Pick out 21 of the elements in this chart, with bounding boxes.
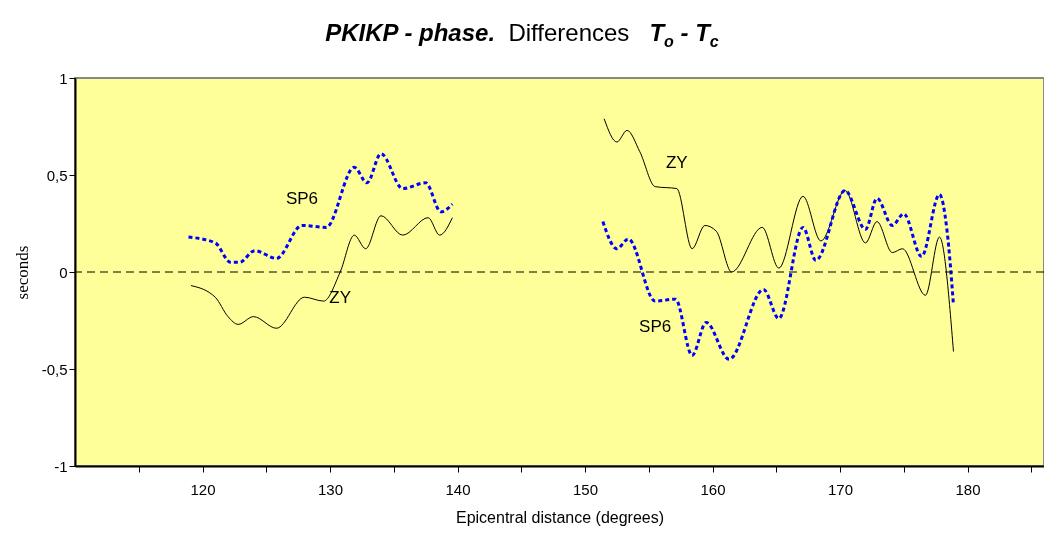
line-series [186, 152, 454, 264]
x-tick-label: 140 [445, 480, 471, 498]
line-series [601, 189, 955, 361]
y-axis-title: seconds [12, 245, 32, 300]
y-tick-label: 0 [59, 263, 68, 281]
x-tick-label: 170 [827, 480, 854, 498]
x-tick-label: 180 [955, 480, 981, 498]
x-axis-title: Epicentral distance (degrees) [455, 508, 665, 526]
x-tick-label: 160 [700, 480, 726, 498]
series-label: SP6 [639, 317, 672, 337]
series-label: ZY [665, 152, 688, 172]
y-tick-label: 1 [59, 69, 68, 87]
chart-title: PKIKP - phase. Differences T$_{o}$ - T$_{c}$ [325, 19, 719, 50]
y-tick-label: -0,5 [41, 360, 68, 378]
x-tick-label: 150 [572, 480, 599, 498]
y-tick-label: -1 [54, 457, 68, 475]
series-label: SP6 [285, 189, 319, 209]
series-label: ZY [329, 288, 352, 307]
x-tick-label: 130 [317, 480, 344, 498]
x-tick-label: 120 [190, 480, 216, 498]
y-tick-label: 0,5 [46, 166, 68, 184]
